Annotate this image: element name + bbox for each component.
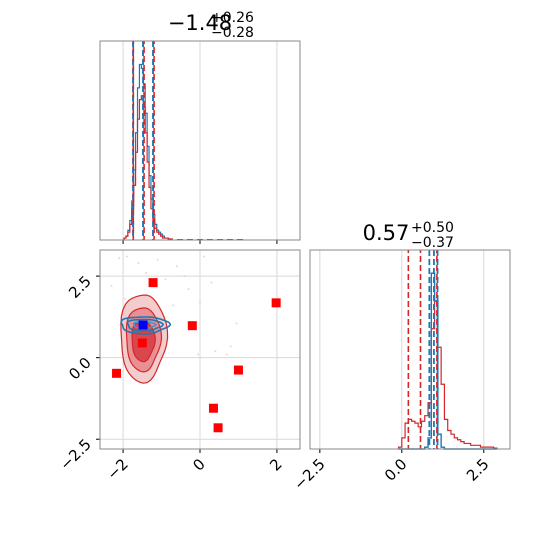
joint-red-marker: [112, 368, 122, 378]
joint-red-marker: [187, 321, 197, 331]
joint-sample-point: [214, 350, 217, 353]
joint-sample-point: [197, 353, 200, 356]
param2-title-sup: +0.50: [411, 220, 454, 236]
joint-sample-point: [145, 271, 148, 274]
joint-sample-point: [202, 255, 205, 258]
joint-sample-point: [156, 258, 159, 261]
joint-sample-point: [225, 353, 228, 356]
joint-y-tick-label: 0.0: [65, 354, 95, 384]
marginal-p2-bg: [310, 250, 510, 449]
joint-red-marker: [213, 423, 223, 433]
param1-title-value: −1.48: [168, 11, 232, 35]
joint-sample-point: [118, 257, 121, 260]
marginal-p1-panel: [99, 40, 301, 244]
marginal-p1-frame: [99, 40, 301, 241]
joint-x-tick-label: 2: [266, 455, 285, 474]
joint-sample-point: [125, 255, 128, 258]
joint-y-tick-label: −2.5: [56, 435, 94, 473]
joint-sample-point: [199, 301, 201, 304]
joint-sample-point: [164, 278, 167, 281]
joint-blue-contour: [126, 318, 164, 332]
joint-red-marker: [137, 338, 147, 348]
joint-sample-point: [137, 262, 140, 265]
joint-y-tick-label: 2.5: [65, 272, 95, 302]
joint-blue-contour: [120, 316, 172, 335]
marginal-p2-x-tick-label: 0.0: [381, 455, 411, 485]
param2-title-sub: −0.37: [411, 235, 454, 251]
joint-sample-point: [229, 345, 232, 348]
joint-x-tick-label: −2: [104, 455, 132, 483]
marginal-p2-x-tick-label: 2.5: [463, 455, 493, 485]
marginal-p2-red-histogram: [397, 300, 498, 449]
joint-sample-point: [124, 297, 126, 300]
joint-red-marker: [233, 365, 243, 375]
joint-sample-point: [235, 322, 238, 325]
joint-blue-contour: [132, 321, 157, 330]
joint-sample-point: [175, 265, 178, 268]
joint-sample-point: [110, 284, 113, 287]
marginal-p2-frame: [309, 249, 511, 450]
joint-red-marker: [271, 298, 281, 308]
param2-title: 0.57: [363, 221, 410, 245]
marginal-p1-red-histogram: [123, 95, 173, 240]
joint-x-tick-label: 0: [189, 455, 208, 474]
joint-frame: [99, 249, 301, 450]
joint-sample-point: [183, 275, 186, 278]
joint-sample-point: [172, 304, 175, 307]
joint-sample-point: [210, 281, 213, 284]
joint-red-marker: [208, 403, 218, 413]
joint-red-marker: [148, 278, 158, 288]
marginal-p2-panel: [309, 249, 511, 453]
param2-title-value: 0.57: [363, 221, 410, 245]
param1-title-sup: +0.26: [211, 10, 254, 26]
param1-title-sub: −0.28: [211, 25, 254, 41]
joint-blue-marker: [138, 320, 148, 330]
param1-title: −1.48: [168, 11, 232, 35]
joint-p1-p2-panel: [96, 249, 301, 453]
marginal-p2-x-tick-label: −2.5: [290, 455, 328, 493]
joint-sample-point: [187, 288, 190, 291]
